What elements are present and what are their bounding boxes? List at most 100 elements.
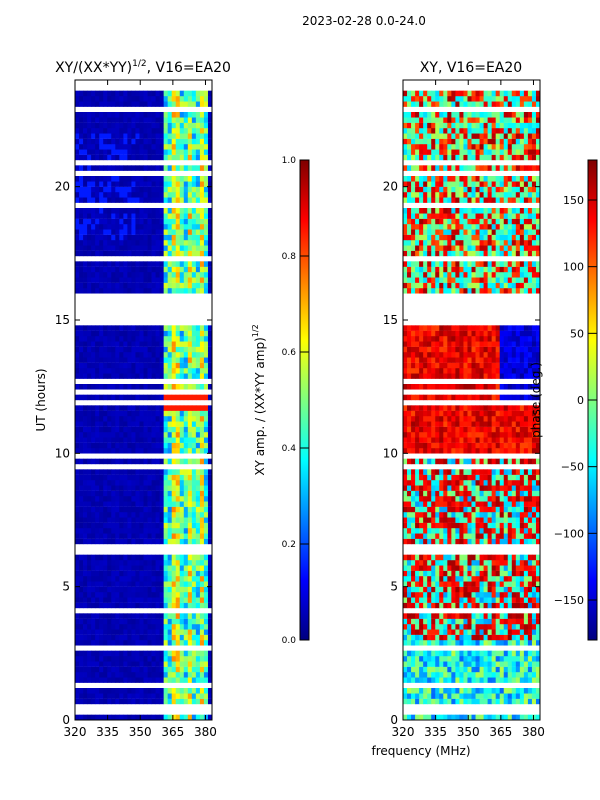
heatmap-cell <box>187 448 193 454</box>
heatmap-cell <box>75 245 80 251</box>
heatmap-cell <box>75 218 80 225</box>
heatmap-cell <box>527 666 533 673</box>
heatmap-cell <box>527 485 533 491</box>
heatmap-cell <box>523 698 529 705</box>
heatmap-cell <box>115 165 120 171</box>
heatmap-cell <box>123 474 128 481</box>
heatmap-cell <box>195 112 201 118</box>
heatmap-cell <box>515 432 521 438</box>
heatmap-cell <box>95 565 100 571</box>
heatmap-cell <box>175 421 181 427</box>
heatmap-cell <box>87 357 92 363</box>
heatmap-cell <box>91 128 96 134</box>
heatmap-cell <box>139 533 144 539</box>
heatmap-cell <box>523 480 529 486</box>
heatmap-cell <box>139 602 144 609</box>
heatmap-cell <box>207 154 213 161</box>
heatmap-cell <box>131 288 136 294</box>
heatmap-cell <box>87 229 92 235</box>
heatmap-cell <box>435 421 440 427</box>
heatmap-cell <box>111 208 116 214</box>
heatmap-cell <box>187 261 193 267</box>
heatmap-cell <box>403 629 408 635</box>
heatmap-cell <box>99 224 104 230</box>
heatmap-cell <box>123 528 128 534</box>
heatmap-cell <box>91 245 96 251</box>
heatmap-cell <box>199 138 205 145</box>
heatmap-cell <box>147 330 152 337</box>
heatmap-cell <box>499 554 505 561</box>
heatmap-cell <box>147 405 152 411</box>
heatmap-cell <box>199 592 205 598</box>
heatmap-cell <box>131 101 136 107</box>
heatmap-cell <box>147 181 152 187</box>
heatmap-cell <box>471 640 476 646</box>
heatmap-cell <box>427 496 432 502</box>
heatmap-cell <box>415 688 420 694</box>
heatmap-cell <box>195 261 201 267</box>
heatmap-cell <box>151 117 156 123</box>
heatmap-cell <box>151 282 156 289</box>
heatmap-cell <box>107 416 112 422</box>
heatmap-cell <box>495 485 501 491</box>
heatmap-cell <box>83 661 88 667</box>
heatmap-cell <box>455 469 460 475</box>
heatmap-cell <box>155 480 161 486</box>
heatmap-cell <box>523 586 529 593</box>
heatmap-cell <box>163 213 169 219</box>
heatmap-cell <box>103 213 108 219</box>
heatmap-cell <box>103 618 108 625</box>
heatmap-cell <box>183 181 189 187</box>
heatmap-cell <box>483 405 489 411</box>
heatmap-cell <box>95 586 100 593</box>
heatmap-cell <box>127 154 132 161</box>
heatmap-cell <box>491 538 497 545</box>
heatmap-cell <box>203 522 209 529</box>
heatmap-cell <box>491 581 497 587</box>
heatmap-cell <box>135 506 140 513</box>
heatmap-cell <box>463 522 468 529</box>
heatmap-cell <box>203 570 209 577</box>
heatmap-cell <box>187 490 193 497</box>
heatmap-cell <box>91 277 96 283</box>
heatmap-cell <box>131 560 136 566</box>
heatmap-cell <box>479 533 484 539</box>
heatmap-cell <box>83 122 88 129</box>
heatmap-cell <box>499 640 505 646</box>
heatmap-cell <box>103 656 108 662</box>
heatmap-cell <box>507 602 513 609</box>
heatmap-cell <box>207 480 213 486</box>
heatmap-cell <box>123 496 128 502</box>
heatmap-cell <box>527 688 533 694</box>
heatmap-cell <box>131 410 136 417</box>
heatmap-cell <box>175 266 181 273</box>
heatmap-cell <box>123 325 128 331</box>
heatmap-cell <box>99 133 104 139</box>
heatmap-cell <box>135 432 140 438</box>
heatmap-cell <box>115 229 120 235</box>
heatmap-cell <box>175 672 181 678</box>
heatmap-cell <box>491 480 497 486</box>
heatmap-cell <box>87 448 92 454</box>
heatmap-cell <box>143 501 148 507</box>
heatmap-cell <box>443 496 448 502</box>
heatmap-cell <box>159 432 165 438</box>
heatmap-cell <box>143 224 148 230</box>
heatmap-cell <box>467 421 472 427</box>
heatmap-cell <box>487 629 493 635</box>
heatmap-cell <box>115 384 120 390</box>
heatmap-cell <box>407 533 412 539</box>
heatmap-cell <box>119 368 124 374</box>
heatmap-cell <box>83 506 88 513</box>
heatmap-cell <box>91 656 96 662</box>
heatmap-cell <box>151 634 156 641</box>
heatmap-cell <box>403 405 408 411</box>
heatmap-cell <box>147 528 152 534</box>
heatmap-cell <box>83 394 88 401</box>
heatmap-cell <box>99 442 104 449</box>
heatmap-cell <box>151 480 156 486</box>
heatmap-cell <box>111 581 116 587</box>
heatmap-cell <box>111 224 116 230</box>
heatmap-cell <box>79 336 84 342</box>
heatmap-cell <box>83 602 88 609</box>
